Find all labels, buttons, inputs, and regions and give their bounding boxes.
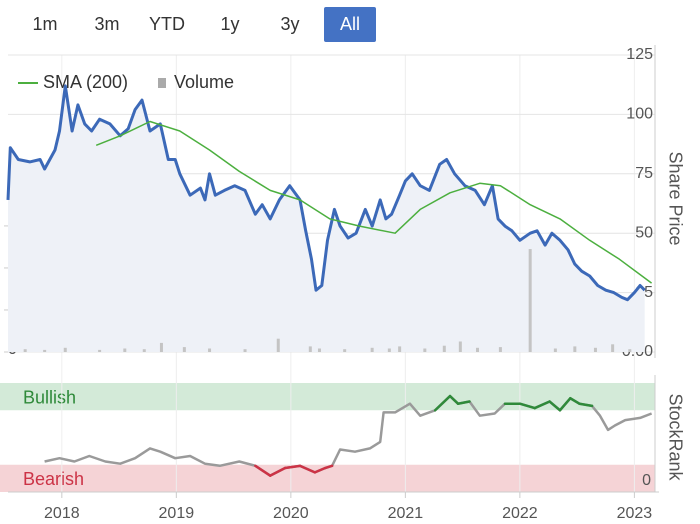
rank-segment: [268, 466, 287, 477]
volume-bar: [573, 346, 577, 352]
range-button-label[interactable]: YTD: [149, 14, 185, 34]
x-tick-label: 2022: [502, 505, 538, 522]
y2-tick-label: 125: [626, 46, 653, 63]
sma-line: [95, 120, 653, 284]
rank-segment: [313, 466, 327, 474]
rank-segment: [323, 464, 334, 470]
volume-bar: [528, 249, 532, 352]
volume-bar: [276, 338, 280, 352]
volume-bar: [98, 349, 102, 352]
rank-segment: [456, 400, 471, 405]
range-button[interactable]: 1m: [32, 14, 57, 34]
y2-tick-label: 75: [635, 165, 653, 182]
range-button[interactable]: YTD: [149, 14, 185, 34]
range-button-label[interactable]: 1m: [32, 14, 57, 34]
volume-bar: [387, 348, 391, 352]
volume-bar: [63, 347, 67, 352]
rank-segment: [298, 464, 317, 474]
legend-label: Volume: [174, 72, 234, 92]
volume-bar: [182, 347, 186, 352]
legend-label: SMA (200): [43, 72, 128, 92]
y-axis-title: Share Price: [665, 151, 685, 245]
volume-bar: [476, 347, 480, 352]
volume-bar: [498, 347, 502, 352]
range-button[interactable]: 3y: [280, 14, 299, 34]
volume-bar: [208, 348, 212, 352]
range-button-label[interactable]: 1y: [220, 14, 239, 34]
rank-segment: [548, 400, 562, 412]
volume-bar: [553, 348, 557, 352]
volume-bar: [142, 349, 146, 352]
volume-bar: [370, 347, 374, 352]
legend-swatch: [158, 78, 166, 88]
rank-segment: [448, 394, 460, 405]
volume-bar: [628, 349, 632, 352]
x-tick-label: 2021: [388, 505, 424, 522]
y-axis-title: StockRank: [665, 393, 685, 481]
range-button[interactable]: 3m: [94, 14, 119, 34]
volume-bar: [343, 349, 347, 352]
x-tick-label: 2020: [273, 505, 309, 522]
rank-segment: [283, 464, 302, 470]
band-label: Bearish: [23, 469, 84, 489]
rank-segment: [558, 397, 572, 412]
rank-segment: [569, 397, 581, 405]
volume-bar: [159, 342, 163, 352]
volume-bar: [123, 348, 127, 352]
rank-segment: [518, 402, 537, 410]
rank-band: [0, 464, 655, 492]
volume-bar: [398, 346, 402, 352]
volume-bar: [317, 348, 321, 352]
volume-bar: [243, 349, 247, 352]
volume-bar: [593, 347, 597, 352]
price-area: [8, 85, 645, 353]
range-button-label[interactable]: All: [340, 14, 360, 34]
range-button-label[interactable]: 3y: [280, 14, 299, 34]
volume-bar: [423, 348, 427, 352]
range-button-bg[interactable]: [324, 7, 376, 42]
x-tick-label: 2018: [44, 505, 80, 522]
range-button-label[interactable]: 3m: [94, 14, 119, 34]
range-button[interactable]: All: [324, 7, 376, 42]
rank-segment: [533, 400, 551, 410]
x-tick-label: 2023: [617, 505, 653, 522]
rank-band: [0, 383, 655, 411]
y2-tick-label: 100: [626, 106, 653, 123]
range-button[interactable]: 1y: [220, 14, 239, 34]
rank-segment: [578, 402, 594, 408]
rank-segment: [433, 394, 452, 412]
price-line: [6, 84, 646, 302]
volume-bar: [43, 349, 47, 352]
x-tick-label: 2019: [159, 505, 195, 522]
volume-bar: [308, 346, 312, 352]
volume-bar: [23, 349, 27, 352]
y2-tick-label: 50: [635, 224, 653, 241]
volume-bar: [458, 341, 462, 352]
volume-bar: [442, 345, 446, 352]
band-label: Bullish: [23, 387, 76, 407]
volume-bar: [611, 344, 615, 352]
rank-segment: [254, 464, 272, 477]
y-tick-label: 0: [642, 472, 651, 489]
